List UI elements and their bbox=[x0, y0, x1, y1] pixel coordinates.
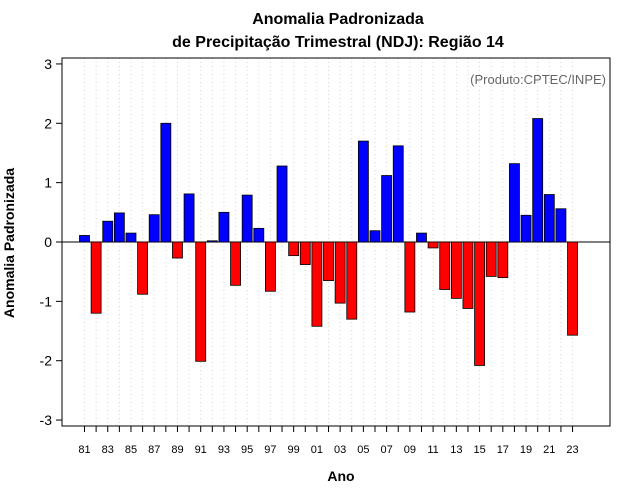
bar-2018 bbox=[509, 163, 520, 243]
y-tick-label: 3 bbox=[44, 56, 52, 72]
bar-2022 bbox=[555, 208, 567, 243]
bar-1996 bbox=[253, 227, 265, 243]
bar-2020 bbox=[532, 118, 544, 243]
x-tick-label: 13 bbox=[450, 444, 462, 456]
x-tick-label: 21 bbox=[543, 444, 555, 456]
bar-1986 bbox=[137, 241, 149, 295]
bar-1985 bbox=[125, 232, 137, 243]
x-tick-label: 97 bbox=[264, 444, 276, 456]
bar-1994 bbox=[230, 241, 241, 286]
x-tick-label: 85 bbox=[125, 444, 137, 456]
chart-subtitle: de Precipitação Trimestral (NDJ): Região… bbox=[172, 34, 504, 51]
bar-2019 bbox=[520, 214, 532, 243]
x-tick-label: 05 bbox=[357, 444, 369, 456]
bar-1990 bbox=[183, 193, 195, 243]
bar-2014 bbox=[462, 241, 474, 309]
bar-2013 bbox=[450, 241, 462, 299]
y-tick-label: -1 bbox=[40, 293, 53, 309]
x-tick-label: 93 bbox=[218, 444, 230, 456]
x-axis-label: Ano bbox=[327, 468, 354, 484]
bars bbox=[79, 118, 578, 366]
y-tick-label: 2 bbox=[44, 115, 52, 131]
bar-2015 bbox=[474, 241, 485, 366]
bar-1989 bbox=[172, 241, 183, 259]
bar-1992 bbox=[206, 240, 218, 243]
x-tick-label: 23 bbox=[566, 444, 578, 456]
bar-2004 bbox=[346, 241, 358, 320]
y-tick-label: -3 bbox=[40, 412, 53, 428]
bar-1991 bbox=[195, 241, 207, 362]
bar-2021 bbox=[543, 194, 555, 243]
x-tick-label: 87 bbox=[148, 444, 160, 456]
bar-2006 bbox=[369, 230, 381, 243]
x-tick-label: 83 bbox=[102, 444, 114, 456]
bar-2007 bbox=[381, 175, 393, 243]
x-tick-label: 17 bbox=[497, 444, 509, 456]
chart-title: Anomalia Padronizada bbox=[252, 11, 424, 28]
bar-1981 bbox=[79, 235, 90, 243]
bar-1984 bbox=[113, 212, 125, 243]
x-tick-label: 07 bbox=[380, 444, 392, 456]
x-tick-label: 09 bbox=[404, 444, 416, 456]
bar-1982 bbox=[90, 241, 102, 314]
y-tick-label: 0 bbox=[44, 234, 52, 250]
bar-2001 bbox=[311, 241, 323, 327]
bar-2012 bbox=[439, 241, 451, 290]
bar-2002 bbox=[323, 241, 334, 281]
bar-2005 bbox=[357, 140, 369, 243]
x-tick-label: 95 bbox=[241, 444, 253, 456]
x-tick-label: 01 bbox=[311, 444, 323, 456]
bar-2011 bbox=[427, 241, 439, 249]
y-axis-label: Anomalia Padronizada bbox=[1, 168, 17, 318]
x-tick-label: 81 bbox=[78, 444, 90, 456]
bar-1988 bbox=[160, 122, 172, 243]
bar-2017 bbox=[497, 241, 509, 279]
y-tick-label: -2 bbox=[40, 353, 53, 369]
bar-1995 bbox=[241, 194, 253, 243]
bar-1997 bbox=[265, 241, 276, 292]
x-tick-label: 89 bbox=[171, 444, 183, 456]
x-tick-label: 19 bbox=[520, 444, 532, 456]
x-tick-label: 91 bbox=[195, 444, 207, 456]
x-tick-label: 15 bbox=[473, 444, 485, 456]
bar-1983 bbox=[102, 220, 114, 243]
x-tick-label: 03 bbox=[334, 444, 346, 456]
x-tick-label: 99 bbox=[288, 444, 300, 456]
y-tick-label: 1 bbox=[44, 175, 52, 191]
bar-2023 bbox=[567, 241, 578, 336]
bar-2010 bbox=[416, 232, 427, 243]
bar-1998 bbox=[276, 165, 288, 243]
bar-1993 bbox=[218, 211, 230, 243]
bar-2003 bbox=[334, 241, 346, 304]
credit-text: (Produto:CPTEC/INPE) bbox=[470, 72, 606, 87]
bar-2000 bbox=[299, 241, 311, 265]
bar-2009 bbox=[404, 241, 416, 313]
x-tick-label: 11 bbox=[427, 444, 438, 456]
bar-2008 bbox=[392, 145, 404, 243]
bar-1987 bbox=[148, 214, 160, 243]
bar-2016 bbox=[485, 241, 497, 277]
bar-1999 bbox=[288, 241, 300, 257]
plot-frame bbox=[61, 57, 611, 427]
